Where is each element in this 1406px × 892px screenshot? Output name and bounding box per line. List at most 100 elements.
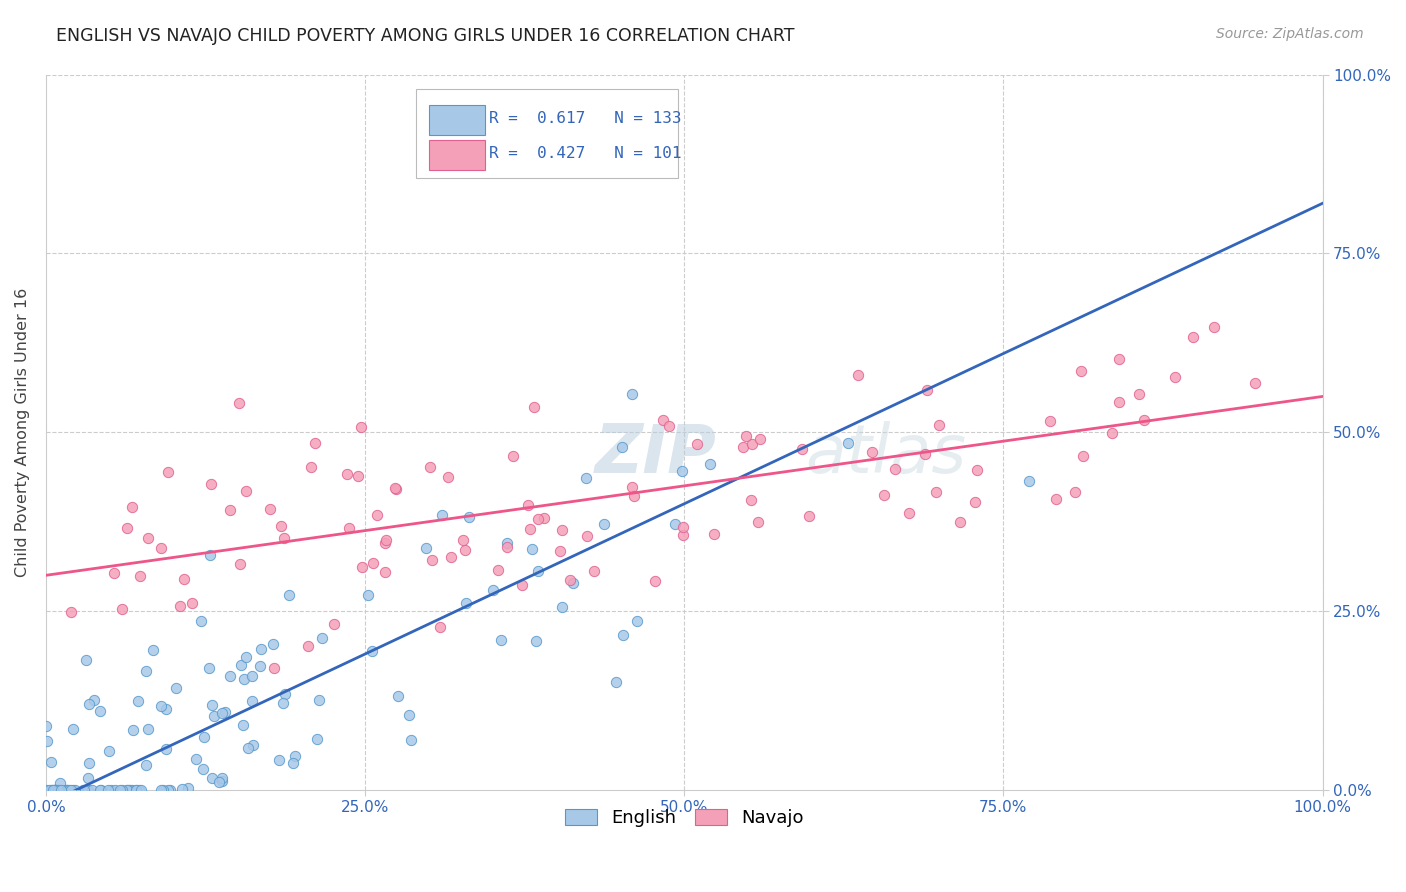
Point (200, 771, 222, 785)
Point (229, 557, 252, 571)
Point (1108, 351, 1130, 366)
Point (510, 578, 533, 592)
Point (304, 435, 326, 450)
Point (38, 783, 60, 797)
Point (686, 437, 709, 451)
Point (97, 783, 120, 797)
Point (228, 396, 250, 410)
Point (430, 508, 453, 522)
Point (49, 776, 72, 790)
Point (128, 783, 150, 797)
Point (235, 650, 257, 665)
Point (481, 583, 503, 598)
Point (488, 563, 510, 577)
Point (240, 669, 263, 683)
Point (307, 731, 329, 746)
Point (384, 482, 406, 496)
Point (873, 488, 896, 502)
Point (177, 780, 200, 795)
Point (193, 731, 215, 745)
Point (104, 783, 127, 797)
Point (790, 442, 813, 457)
Point (519, 522, 541, 536)
Text: atlas: atlas (806, 421, 967, 487)
Point (672, 528, 695, 542)
Point (76, 771, 98, 785)
Point (235, 483, 257, 498)
Point (1101, 425, 1123, 440)
Point (551, 599, 574, 614)
Point (129, 783, 152, 797)
Point (524, 633, 547, 648)
Point (347, 469, 370, 483)
Point (440, 549, 463, 564)
Point (374, 536, 396, 550)
Point (399, 733, 422, 747)
Point (56, 783, 79, 797)
Point (129, 568, 152, 582)
Point (612, 628, 634, 642)
Point (62, 783, 84, 797)
Point (211, 706, 233, 721)
Point (297, 639, 319, 653)
Text: Source: ZipAtlas.com: Source: ZipAtlas.com (1216, 27, 1364, 41)
Point (1128, 387, 1150, 401)
Point (155, 702, 177, 716)
Point (41, 755, 63, 769)
Point (360, 644, 382, 658)
Point (605, 675, 627, 690)
Point (89, 704, 111, 718)
Point (51, 783, 73, 797)
Point (55, 783, 77, 797)
Point (1070, 364, 1092, 378)
Point (35, 734, 58, 748)
Point (136, 531, 159, 545)
Point (45, 783, 67, 797)
Point (1132, 413, 1154, 427)
Point (58, 783, 80, 797)
Point (232, 672, 254, 686)
Point (387, 689, 409, 703)
Point (218, 502, 240, 516)
Point (366, 508, 388, 523)
Point (337, 521, 360, 535)
Point (914, 447, 936, 461)
Point (454, 543, 477, 558)
Point (797, 508, 820, 523)
Point (44, 783, 66, 797)
Point (963, 495, 986, 509)
Point (644, 574, 666, 589)
Point (323, 617, 346, 632)
Point (62, 722, 84, 736)
Point (173, 573, 195, 587)
Point (229, 658, 252, 673)
FancyBboxPatch shape (429, 140, 485, 169)
Point (142, 643, 165, 657)
Point (190, 615, 212, 629)
Point (200, 548, 222, 562)
Point (249, 659, 271, 673)
Point (928, 418, 950, 433)
Point (250, 642, 273, 657)
Point (138, 722, 160, 736)
Point (1039, 414, 1062, 428)
FancyBboxPatch shape (429, 104, 485, 135)
Point (219, 669, 242, 683)
Point (357, 588, 380, 602)
Point (623, 489, 645, 503)
Point (1202, 319, 1225, 334)
Point (917, 384, 939, 398)
Text: ENGLISH VS NAVAJO CHILD POVERTY AMONG GIRLS UNDER 16 CORRELATION CHART: ENGLISH VS NAVAJO CHILD POVERTY AMONG GI… (56, 27, 794, 45)
Point (398, 707, 420, 722)
Point (156, 465, 179, 479)
Point (621, 387, 644, 401)
Point (65, 783, 87, 797)
Point (240, 694, 263, 708)
Point (949, 515, 972, 529)
Point (118, 783, 141, 797)
Point (284, 748, 307, 763)
Point (269, 754, 291, 768)
Point (1045, 491, 1067, 506)
Point (846, 368, 869, 382)
Legend: English, Navajo: English, Navajo (557, 802, 811, 835)
